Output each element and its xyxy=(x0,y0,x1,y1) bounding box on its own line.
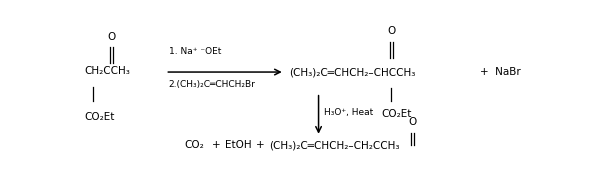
Text: H₃O⁺, Heat: H₃O⁺, Heat xyxy=(324,108,373,117)
Text: CO₂Et: CO₂Et xyxy=(84,112,115,122)
Text: 1. Na⁺ ⁻OEt: 1. Na⁺ ⁻OEt xyxy=(169,47,221,56)
Text: (CH₃)₂C═CHCH₂–CH₂CCH₃: (CH₃)₂C═CHCH₂–CH₂CCH₃ xyxy=(269,140,400,150)
Text: O: O xyxy=(408,117,417,127)
Text: EtOH: EtOH xyxy=(225,140,251,150)
Text: O: O xyxy=(387,26,395,37)
Text: +  NaBr: + NaBr xyxy=(480,67,521,77)
Text: O: O xyxy=(108,32,116,42)
Text: CO₂: CO₂ xyxy=(184,140,204,150)
Text: 2.(CH₃)₂C═CHCH₂Br: 2.(CH₃)₂C═CHCH₂Br xyxy=(169,80,256,89)
Text: +: + xyxy=(256,140,264,150)
Text: +: + xyxy=(212,140,221,150)
Text: CH₂CCH₃: CH₂CCH₃ xyxy=(84,66,130,76)
Text: CO₂Et: CO₂Et xyxy=(381,109,412,119)
Text: (CH₃)₂C═CHCH₂–CHCCH₃: (CH₃)₂C═CHCH₂–CHCCH₃ xyxy=(290,67,416,77)
